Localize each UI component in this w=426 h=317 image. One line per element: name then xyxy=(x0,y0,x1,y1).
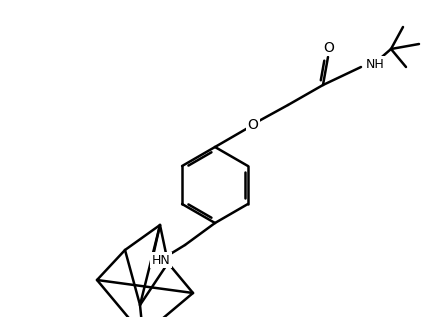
Text: NH: NH xyxy=(365,57,384,70)
Text: O: O xyxy=(247,118,258,132)
Text: O: O xyxy=(323,41,334,55)
Text: HN: HN xyxy=(151,254,170,267)
